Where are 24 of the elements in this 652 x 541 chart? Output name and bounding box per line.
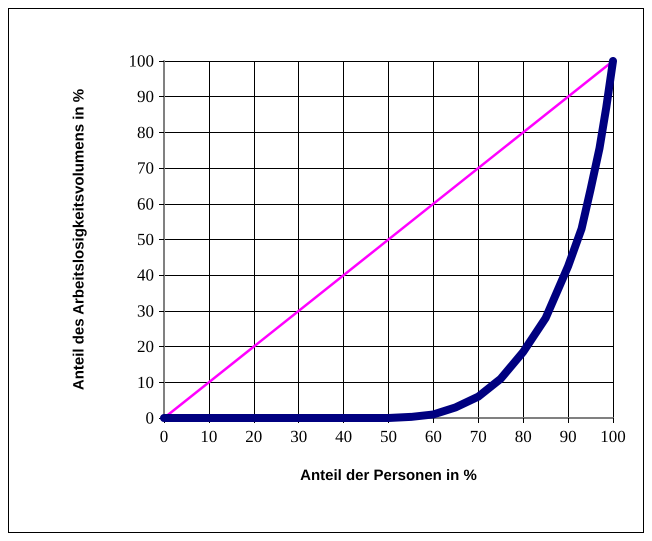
y-tick-label: 100 — [128, 52, 154, 70]
y-tick-label: 40 — [137, 266, 154, 285]
x-axis-title: Anteil der Personen in % — [300, 467, 477, 484]
y-tick-label: 10 — [137, 372, 154, 392]
x-tick-label: 80 — [514, 427, 532, 446]
y-tick-label: 0 — [146, 408, 154, 428]
x-tick-label: 20 — [245, 427, 262, 446]
y-tick-label: 30 — [137, 301, 154, 320]
x-tick-label: 0 — [160, 427, 168, 446]
y-tick-label: 80 — [137, 122, 154, 142]
x-tick-label: 100 — [600, 427, 626, 446]
x-tick-label: 40 — [335, 427, 352, 446]
y-tick-label: 50 — [137, 230, 154, 249]
y-tick-label: 20 — [137, 337, 154, 356]
y-axis-title: Anteil des Arbeitslosigkeitsvolumens in % — [70, 88, 88, 390]
x-tick-label: 70 — [470, 427, 487, 446]
y-tick-label: 70 — [137, 158, 154, 178]
x-tick-label: 10 — [200, 427, 218, 446]
x-tick-label: 90 — [560, 427, 577, 446]
y-tick-label: 60 — [137, 194, 154, 214]
x-tick-label: 60 — [424, 427, 442, 446]
x-tick-label: 30 — [290, 427, 308, 446]
x-tick-label: 50 — [380, 427, 397, 446]
y-tick-label: 90 — [137, 87, 154, 106]
